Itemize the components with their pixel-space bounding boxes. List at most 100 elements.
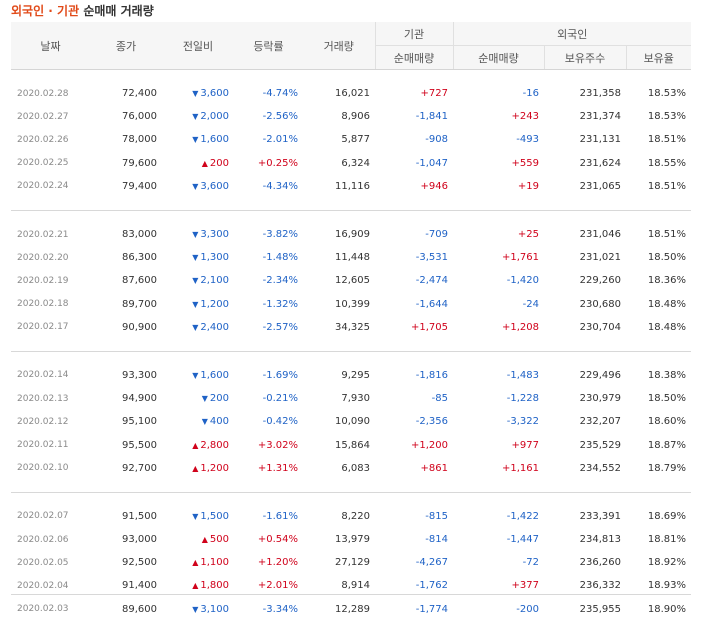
- cell-volume: 12,605: [335, 275, 370, 287]
- cell-foreign: +25: [517, 229, 539, 241]
- cell-change: ▼ 2,400: [162, 316, 234, 339]
- cell-inst: -1,644: [415, 298, 448, 310]
- cell-rate: +0.54%: [257, 534, 298, 546]
- cell-close: 94,900: [122, 393, 157, 405]
- cell-inst: -815: [425, 510, 448, 522]
- row-spacer: [11, 351, 691, 364]
- cell-foreign: -1,228: [506, 393, 539, 405]
- table-row: 2020.02.24 79,400 ▼ 3,600 -4.34% 11,116 +946 +1…: [11, 175, 691, 198]
- arrow-down-icon: ▼: [192, 511, 199, 521]
- cell-inst: -3,531: [415, 252, 448, 264]
- cell-inst: -4,267: [415, 557, 448, 569]
- cell-inst: -1,816: [415, 369, 448, 381]
- table-row: 2020.02.26 78,000 ▼ 1,600 -2.01% 5,877 -908 -49…: [11, 128, 691, 151]
- cell-hold: 230,979: [579, 393, 621, 405]
- change-value: 200: [209, 393, 229, 405]
- cell-volume: 15,864: [335, 439, 370, 451]
- cell-hold: 235,955: [579, 603, 621, 615]
- cell-rate: -4.34%: [262, 180, 298, 192]
- cell-close: 89,600: [122, 603, 157, 615]
- header-institution-net: 순매매량: [374, 45, 453, 70]
- change-value: 200: [209, 157, 229, 169]
- cell-rate: -1.48%: [262, 252, 298, 264]
- table-bottom-border: [11, 594, 691, 595]
- cell-foreign: -3,322: [506, 416, 539, 428]
- cell-change: ▼ 3,600: [162, 82, 234, 105]
- cell-change: ▼ 1,600: [162, 364, 234, 387]
- cell-foreign: -493: [516, 134, 539, 146]
- cell-rate: -3.82%: [262, 229, 298, 241]
- arrow-down-icon: ▼: [201, 417, 208, 427]
- table-row: 2020.02.19 87,600 ▼ 2,100 -2.34% 12,605 -2,474…: [11, 269, 691, 292]
- cell-volume: 34,325: [335, 321, 370, 333]
- cell-close: 79,600: [122, 157, 157, 169]
- arrow-up-icon: ▲: [201, 535, 208, 545]
- cell-volume: 12,289: [335, 603, 370, 615]
- header-volume: 거래량: [303, 22, 375, 70]
- row-spacer: [11, 492, 691, 505]
- cell-change: ▼ 1,200: [162, 293, 234, 316]
- cell-close: 72,400: [122, 88, 157, 100]
- cell-rate: -2.56%: [262, 111, 298, 123]
- cell-inst: -1,774: [415, 603, 448, 615]
- change-value: 3,100: [200, 603, 229, 615]
- change-value: 1,600: [200, 134, 229, 146]
- header-rate: 등락률: [234, 22, 303, 70]
- cell-date: 2020.02.26: [17, 134, 69, 145]
- cell-foreign: +377: [511, 580, 539, 592]
- change-value: 1,600: [200, 369, 229, 381]
- cell-hold: 231,021: [579, 252, 621, 264]
- cell-foreign: +1,208: [501, 321, 539, 333]
- cell-hold: 233,391: [579, 510, 621, 522]
- cell-inst: -1,762: [415, 580, 448, 592]
- cell-date: 2020.02.24: [17, 181, 69, 192]
- cell-hold: 229,496: [579, 369, 621, 381]
- cell-hold: 231,131: [579, 134, 621, 146]
- table-row: 2020.02.11 95,500 ▲ 2,800 +3.02% 15,864 +1,200…: [11, 433, 691, 456]
- cell-volume: 8,220: [341, 510, 370, 522]
- table-row: 2020.02.04 91,400 ▲ 1,800 +2.01% 8,914 -1,762 +…: [11, 574, 691, 597]
- cell-ratio: 18.93%: [647, 580, 687, 592]
- cell-hold: 231,624: [579, 157, 621, 169]
- table-row: 2020.02.10 92,700 ▲ 1,200 +1.31% 6,083 +861 +1,…: [11, 457, 691, 480]
- table-row: 2020.02.05 92,500 ▲ 1,100 +1.20% 27,129 -4,267…: [11, 551, 691, 574]
- table-row: 2020.02.13 94,900 ▼ 200 -0.21% 7,930 -85 -1,228…: [11, 387, 691, 410]
- title-net-volume: 순매매 거래량: [83, 4, 154, 18]
- cell-ratio: 18.48%: [647, 321, 687, 333]
- cell-rate: -3.34%: [262, 603, 298, 615]
- cell-hold: 231,358: [579, 88, 621, 100]
- table-row: 2020.02.21 83,000 ▼ 3,300 -3.82% 16,909 -709 +2…: [11, 223, 691, 246]
- cell-date: 2020.02.11: [17, 440, 69, 451]
- cell-date: 2020.02.25: [17, 158, 69, 169]
- row-spacer: [11, 70, 691, 83]
- cell-hold: 236,332: [579, 580, 621, 592]
- panel-title: 외국인 · 기관 순매매 거래량: [11, 2, 154, 20]
- header-foreign-holdings: 보유주수: [543, 45, 626, 70]
- cell-volume: 6,083: [341, 462, 370, 474]
- cell-inst: -1,841: [415, 111, 448, 123]
- cell-date: 2020.02.18: [17, 299, 69, 310]
- cell-foreign: +559: [511, 157, 539, 169]
- cell-volume: 7,930: [341, 393, 370, 405]
- cell-rate: -2.57%: [262, 321, 298, 333]
- cell-ratio: 18.48%: [647, 298, 687, 310]
- cell-hold: 231,374: [579, 111, 621, 123]
- trading-panel: 외국인 · 기관 순매매 거래량 날짜 종가 전일비 등락률 거래량 기관 외국…: [11, 2, 692, 615]
- arrow-up-icon: ▲: [192, 463, 199, 473]
- cell-rate: +1.20%: [257, 557, 298, 569]
- arrow-down-icon: ▼: [192, 89, 199, 99]
- change-value: 2,100: [200, 275, 229, 287]
- cell-foreign: -24: [522, 298, 539, 310]
- cell-ratio: 18.79%: [647, 462, 687, 474]
- arrow-down-icon: ▼: [201, 394, 208, 404]
- cell-inst: -709: [425, 229, 448, 241]
- trading-table: 날짜 종가 전일비 등락률 거래량 기관 외국인 순매매량 순매매량 보유주수 …: [11, 22, 692, 621]
- cell-hold: 235,529: [579, 439, 621, 451]
- change-value: 1,200: [200, 462, 229, 474]
- cell-ratio: 18.55%: [647, 157, 687, 169]
- cell-ratio: 18.50%: [647, 252, 687, 264]
- cell-rate: -0.21%: [262, 393, 298, 405]
- cell-ratio: 18.51%: [647, 134, 687, 146]
- cell-date: 2020.02.28: [17, 88, 69, 99]
- cell-foreign: +243: [511, 111, 539, 123]
